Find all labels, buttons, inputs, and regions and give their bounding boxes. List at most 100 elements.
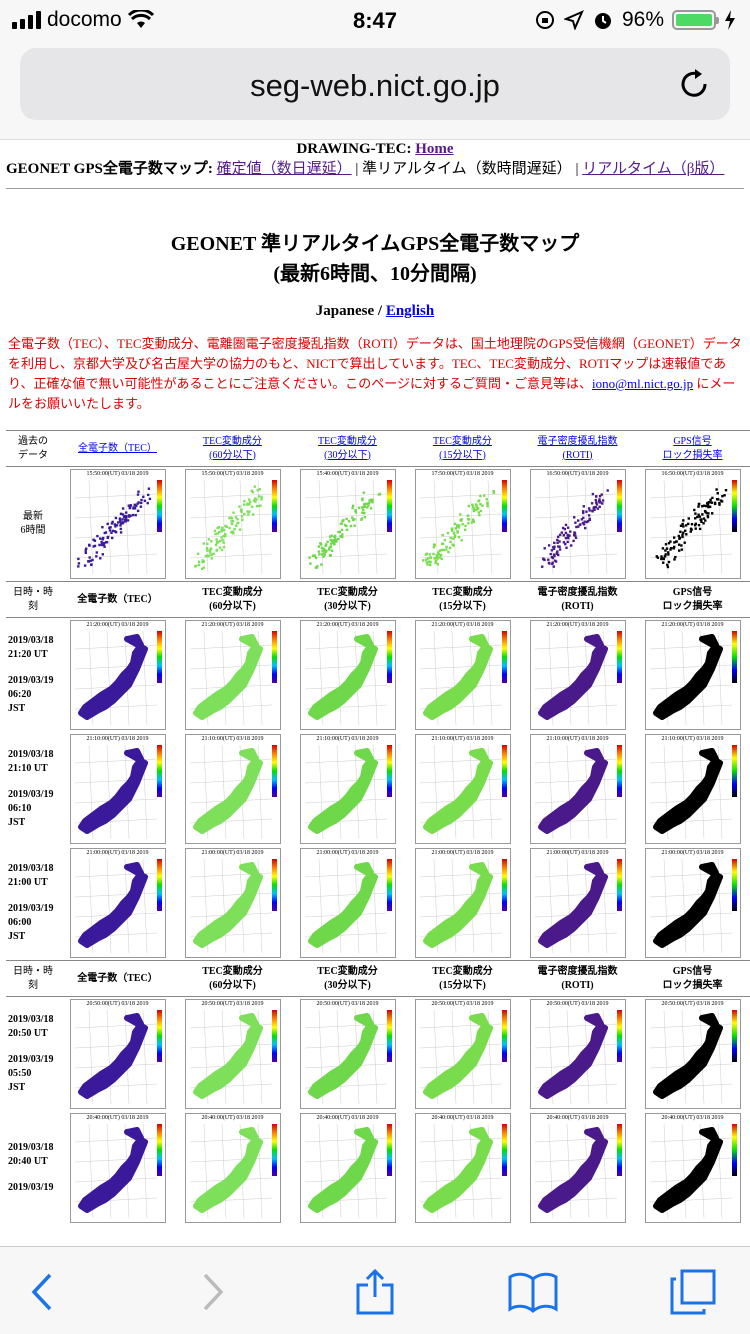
column-header-tec-60min-map[interactable]: TEC変動成分 (60分以下) [175, 430, 290, 467]
latest-tec-30min-map-cell: 15:40:00(UT) 03/18 2019 [290, 467, 405, 582]
color-scale [386, 859, 392, 911]
roti-map[interactable]: 20:50:00(UT) 03/18 2019 [529, 999, 626, 1109]
tec-30min-map-cell: 20:40:00(UT) 03/18 2019 [290, 1111, 405, 1225]
map-nav-line: GEONET GPS全電子数マップ: 確定値（数日遅延） | 準リアルタイム（数… [6, 158, 744, 180]
tec-30min-map[interactable]: 20:40:00(UT) 03/18 2019 [299, 1113, 396, 1223]
tec-30min-map-cell: 20:50:00(UT) 03/18 2019 [290, 997, 405, 1112]
map-timestamp: 20:40:00(UT) 03/18 2019 [546, 1115, 609, 1121]
tec-15min-map[interactable]: 21:10:00(UT) 03/18 2019 [414, 734, 511, 844]
tec-15min-map[interactable]: 20:40:00(UT) 03/18 2019 [414, 1113, 511, 1223]
tec-60min-map[interactable]: 21:10:00(UT) 03/18 2019 [184, 734, 281, 844]
japan-map-graphic [419, 1009, 502, 1105]
map-timestamp: 20:50:00(UT) 03/18 2019 [546, 1001, 609, 1007]
map-timestamp: 20:50:00(UT) 03/18 2019 [431, 1001, 494, 1007]
address-bar[interactable]: seg-web.nict.go.jp [20, 48, 730, 120]
color-scale [616, 745, 622, 797]
web-page: DRAWING-TEC: Home GEONET GPS全電子数マップ: 確定値… [0, 140, 750, 1246]
battery-percent: 96% [621, 8, 664, 31]
tec-60min-map[interactable]: 20:50:00(UT) 03/18 2019 [184, 999, 281, 1109]
column-header-tec-map[interactable]: 全電子数（TEC） [60, 430, 175, 467]
color-scale [616, 631, 622, 683]
row-jst-time: 2019/03/19 06:20 JST [8, 675, 54, 714]
reload-icon[interactable] [676, 66, 712, 102]
roti-map[interactable]: 21:20:00(UT) 03/18 2019 [529, 620, 626, 730]
tec-60min-map[interactable]: 20:40:00(UT) 03/18 2019 [184, 1113, 281, 1223]
lol-map[interactable]: 20:40:00(UT) 03/18 2019 [644, 1113, 741, 1223]
tec-60min-map-cell: 21:10:00(UT) 03/18 2019 [175, 732, 290, 846]
lol-map-cell: 21:20:00(UT) 03/18 2019 [635, 618, 750, 733]
column-header-tec-15min-map[interactable]: TEC変動成分 (15分以下) [405, 430, 520, 467]
latest-lol-map[interactable]: 16:50:00(UT) 03/18 2019 [644, 469, 741, 579]
tec-15min-map[interactable]: 20:50:00(UT) 03/18 2019 [414, 999, 511, 1109]
tec-map[interactable]: 20:40:00(UT) 03/18 2019 [69, 1113, 166, 1223]
color-scale [156, 631, 162, 683]
color-scale [731, 1010, 737, 1062]
tec-15min-map[interactable]: 21:00:00(UT) 03/18 2019 [414, 848, 511, 958]
roti-map[interactable]: 20:40:00(UT) 03/18 2019 [529, 1113, 626, 1223]
url-text[interactable]: seg-web.nict.go.jp [250, 68, 500, 103]
confirmed-link[interactable]: 確定値（数日遅延） [216, 161, 352, 177]
column-header-tec-map: 全電子数（TEC） [60, 581, 175, 618]
japan-map-graphic [189, 744, 272, 840]
latest-roti-map[interactable]: 16:50:00(UT) 03/18 2019 [529, 469, 626, 579]
column-header-lol-map[interactable]: GPS信号 ロック損失率 [635, 430, 750, 467]
tabs-icon[interactable] [668, 1269, 718, 1315]
tec-map[interactable]: 21:00:00(UT) 03/18 2019 [69, 848, 166, 958]
map-row: 2019/03/18 20:40 UT 2019/03/19 20:40:00(UT… [6, 1111, 750, 1225]
map-timestamp: 21:00:00(UT) 03/18 2019 [431, 850, 494, 856]
tec-30min-map-cell: 21:20:00(UT) 03/18 2019 [290, 618, 405, 733]
latest-tec-map[interactable]: 15:50:00(UT) 03/18 2019 [69, 469, 166, 579]
japan-map-graphic [189, 1009, 272, 1105]
home-link[interactable]: Home [415, 141, 454, 157]
latest-tec-60min-map[interactable]: 15:50:00(UT) 03/18 2019 [184, 469, 281, 579]
tec-30min-map[interactable]: 20:50:00(UT) 03/18 2019 [299, 999, 396, 1109]
roti-map[interactable]: 21:00:00(UT) 03/18 2019 [529, 848, 626, 958]
tec-30min-map[interactable]: 21:20:00(UT) 03/18 2019 [299, 620, 396, 730]
japan-map-graphic [534, 630, 617, 726]
tec-map[interactable]: 21:10:00(UT) 03/18 2019 [69, 734, 166, 844]
column-header-roti-map[interactable]: 電子密度擾乱指数 (ROTI) [520, 430, 635, 467]
latest-tec-15min-map-cell: 17:50:00(UT) 03/18 2019 [405, 467, 520, 582]
latest-tec-30min-map[interactable]: 15:40:00(UT) 03/18 2019 [299, 469, 396, 579]
tec-map[interactable]: 20:50:00(UT) 03/18 2019 [69, 999, 166, 1109]
column-header-tec-15min-map: TEC変動成分 (15分以下) [405, 581, 520, 618]
japan-map-graphic [649, 1123, 732, 1219]
map-timestamp: 21:10:00(UT) 03/18 2019 [431, 736, 494, 742]
tec-30min-map[interactable]: 21:10:00(UT) 03/18 2019 [299, 734, 396, 844]
back-icon[interactable] [20, 1269, 70, 1315]
lol-map[interactable]: 21:10:00(UT) 03/18 2019 [644, 734, 741, 844]
map-timestamp: 15:50:00(UT) 03/18 2019 [201, 471, 264, 477]
tec-30min-map[interactable]: 21:00:00(UT) 03/18 2019 [299, 848, 396, 958]
share-icon[interactable] [350, 1269, 400, 1315]
color-scale [386, 745, 392, 797]
english-link[interactable]: English [385, 303, 435, 319]
column-header-tec-30min-map[interactable]: TEC変動成分 (30分以下) [290, 430, 405, 467]
lol-map-cell: 21:00:00(UT) 03/18 2019 [635, 846, 750, 961]
tec-15min-map[interactable]: 21:20:00(UT) 03/18 2019 [414, 620, 511, 730]
title-line1: GEONET 準リアルタイムGPS全電子数マップ [170, 233, 580, 255]
roti-map[interactable]: 21:10:00(UT) 03/18 2019 [529, 734, 626, 844]
tec-map[interactable]: 21:20:00(UT) 03/18 2019 [69, 620, 166, 730]
lol-map[interactable]: 21:20:00(UT) 03/18 2019 [644, 620, 741, 730]
tec-60min-map[interactable]: 21:20:00(UT) 03/18 2019 [184, 620, 281, 730]
description-end: にメールをお願いいたします。 [8, 376, 736, 411]
color-scale [731, 631, 737, 683]
column-header-tec-15min-map: TEC変動成分 (15分以下) [405, 960, 520, 997]
tec-60min-map[interactable]: 21:00:00(UT) 03/18 2019 [184, 848, 281, 958]
forward-icon[interactable] [185, 1269, 235, 1315]
map-timestamp: 21:20:00(UT) 03/18 2019 [316, 622, 379, 628]
map-timestamp: 21:00:00(UT) 03/18 2019 [546, 850, 609, 856]
map-timestamp: 20:50:00(UT) 03/18 2019 [316, 1001, 379, 1007]
wifi-icon [127, 10, 154, 28]
row-datetime: 2019/03/18 21:10 UT 2019/03/19 06:10 JST [6, 732, 60, 846]
color-scale [156, 1010, 162, 1062]
japan-map-graphic [304, 1123, 387, 1219]
bookmarks-icon[interactable] [508, 1269, 558, 1315]
color-scale [271, 1124, 277, 1176]
latest-tec-15min-map[interactable]: 17:50:00(UT) 03/18 2019 [414, 469, 511, 579]
beta-link[interactable]: リアルタイム（β版） [582, 161, 725, 177]
lol-map[interactable]: 20:50:00(UT) 03/18 2019 [644, 999, 741, 1109]
email-link[interactable]: iono@ml.nict.go.jp [591, 376, 694, 391]
japan-map-graphic [534, 1123, 617, 1219]
lol-map[interactable]: 21:00:00(UT) 03/18 2019 [644, 848, 741, 958]
